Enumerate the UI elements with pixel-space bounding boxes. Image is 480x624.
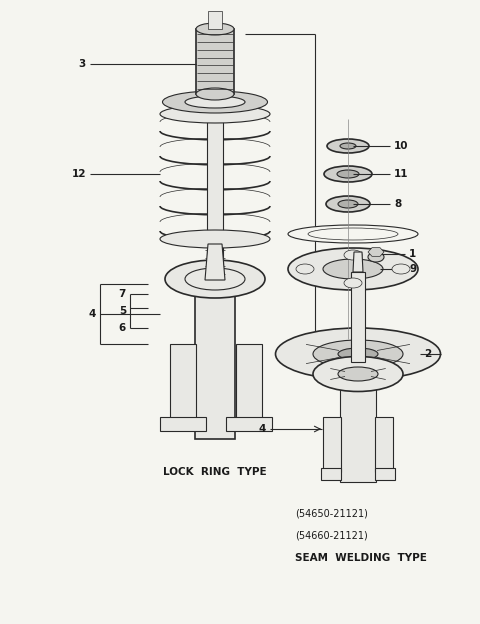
Text: 10: 10 [394,141,408,151]
Bar [375,468,395,480]
Bar [160,417,206,431]
Text: 8: 8 [394,199,401,209]
Bar [321,468,341,480]
Ellipse shape [344,278,362,288]
Bar [195,279,235,439]
Ellipse shape [337,170,359,178]
Ellipse shape [392,264,410,274]
Ellipse shape [340,143,356,149]
Bar [208,11,222,29]
Ellipse shape [308,228,398,240]
Text: 4: 4 [259,424,266,434]
Ellipse shape [344,250,362,260]
Text: (54660-21121): (54660-21121) [295,531,368,541]
Bar [351,272,365,362]
Ellipse shape [324,166,372,182]
Ellipse shape [327,139,369,153]
Text: 5: 5 [119,306,126,316]
Ellipse shape [288,225,418,243]
Text: SEAM  WELDING  TYPE: SEAM WELDING TYPE [295,553,427,563]
Text: 2: 2 [424,349,431,359]
Text: (54650-21121): (54650-21121) [295,509,368,519]
Ellipse shape [196,88,234,100]
Text: 11: 11 [394,169,408,179]
Ellipse shape [276,328,441,380]
Bar [196,29,234,94]
Text: 7: 7 [119,289,126,299]
Text: 6: 6 [119,323,126,333]
Ellipse shape [160,105,270,123]
Ellipse shape [313,356,403,391]
Bar [375,417,393,472]
Ellipse shape [326,196,370,212]
Text: 1: 1 [409,249,416,259]
Ellipse shape [338,200,358,208]
Ellipse shape [323,259,383,279]
Text: LOCK  RING  TYPE: LOCK RING TYPE [163,467,267,477]
Bar [340,382,376,482]
Ellipse shape [196,23,234,35]
Ellipse shape [296,264,314,274]
Polygon shape [353,252,363,272]
Ellipse shape [288,248,418,290]
Ellipse shape [185,96,245,108]
Ellipse shape [163,91,267,113]
Bar [207,119,223,279]
Text: 12: 12 [72,169,86,179]
Ellipse shape [338,367,378,381]
Ellipse shape [165,260,265,298]
Bar [226,417,272,431]
Bar [170,344,196,424]
Text: 3: 3 [79,59,86,69]
Polygon shape [205,244,225,280]
Bar [236,344,262,424]
Ellipse shape [160,230,270,248]
Bar [323,417,341,472]
Ellipse shape [368,252,384,262]
Text: 9: 9 [409,264,416,274]
Ellipse shape [313,340,403,368]
Ellipse shape [185,268,245,290]
Polygon shape [368,248,384,256]
Ellipse shape [338,348,378,360]
Text: 4: 4 [89,309,96,319]
